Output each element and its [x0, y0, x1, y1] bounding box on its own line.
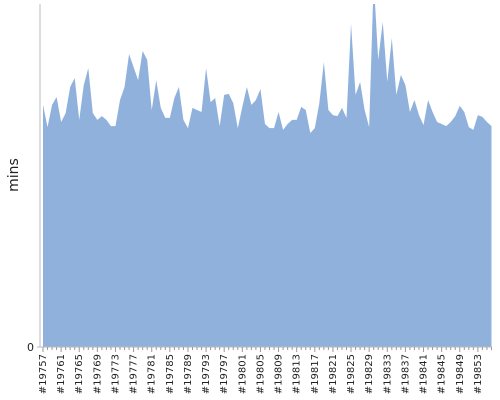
x-tick-label: #19817 — [310, 354, 321, 394]
x-tick-label: #19781 — [147, 354, 158, 394]
x-tick-label: #19833 — [382, 354, 393, 394]
x-tick-label: #19841 — [419, 354, 430, 394]
x-tick-label: #19761 — [56, 354, 67, 394]
x-tick-label: #19757 — [38, 354, 49, 394]
x-tick-label: #19789 — [183, 354, 194, 394]
area — [43, 4, 492, 347]
x-tick-label: #19797 — [219, 354, 230, 394]
x-tick-label: #19837 — [400, 354, 411, 394]
x-tick-label: #19777 — [129, 354, 140, 394]
x-tick-label: #19773 — [110, 354, 121, 394]
y-axis-label: mins — [6, 158, 22, 192]
x-tick-label: #19849 — [455, 354, 466, 394]
x-tick-label: #19769 — [92, 354, 103, 394]
x-tick-label: #19785 — [165, 354, 176, 394]
x-tick-label: #19821 — [328, 354, 339, 394]
x-tick-label: #19825 — [346, 354, 357, 394]
y-tick-label: 0 — [27, 341, 34, 354]
x-tick-label: #19801 — [237, 354, 248, 394]
x-tick-label: #19853 — [473, 354, 484, 394]
x-tick-label: #19813 — [292, 354, 303, 394]
x-tick-label: #19809 — [274, 354, 285, 394]
x-tick-label: #19765 — [74, 354, 85, 394]
x-tick-label: #19829 — [364, 354, 375, 394]
x-tick-label: #19845 — [437, 354, 448, 394]
x-tick-label: #19793 — [201, 354, 212, 394]
x-tick-label: #19805 — [255, 354, 266, 394]
